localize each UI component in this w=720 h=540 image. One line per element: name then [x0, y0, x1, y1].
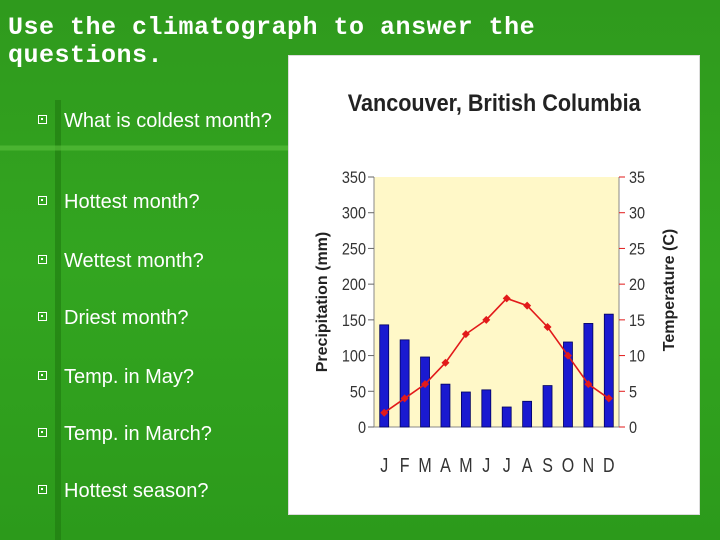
temperature-point	[441, 358, 450, 367]
left-tick-label: 250	[342, 240, 366, 258]
right-axis-label: Temperature (C)	[661, 229, 678, 351]
right-tick-label: 20	[629, 276, 645, 294]
chart-title: Vancouver, British Columbia	[348, 89, 641, 116]
question-item: What is coldest month?	[38, 110, 288, 132]
precipitation-bar	[420, 356, 430, 428]
precipitation-bar	[501, 406, 512, 428]
right-tick-label: 15	[629, 312, 645, 330]
precipitation-bar	[460, 391, 471, 428]
left-tick-label: 200	[342, 276, 366, 294]
month-label: A	[440, 454, 451, 476]
plot-area	[374, 177, 619, 427]
slide-title-line-1: Use the climatograph to answer the	[8, 13, 536, 42]
question-text: Hottest season?	[64, 480, 209, 502]
bullet-icon	[38, 196, 47, 205]
month-label: M	[418, 454, 431, 476]
temperature-point	[563, 351, 572, 360]
slide-title-line-2: questions.	[8, 41, 164, 70]
question-text: Temp. in May?	[64, 366, 195, 388]
month-label: O	[562, 454, 574, 476]
left-axis-ticks: 0 50 100 150 200 250 300 350	[342, 169, 374, 437]
temperature-point	[400, 394, 409, 403]
right-tick-label: 5	[629, 383, 637, 401]
precipitation-bar	[399, 339, 410, 428]
question-text: Wettest month?	[64, 250, 204, 272]
left-tick-label: 350	[342, 169, 366, 187]
right-tick-label: 10	[629, 348, 645, 366]
temperature-point	[421, 380, 430, 389]
month-label: F	[400, 454, 410, 476]
precipitation-bar	[481, 389, 492, 428]
question-item: Hottest month?	[38, 191, 288, 213]
month-label: J	[503, 454, 511, 476]
right-tick-label: 25	[629, 240, 645, 258]
right-tick-label: 30	[629, 205, 645, 223]
precipitation-bar	[522, 400, 533, 428]
right-tick-label: 0	[629, 419, 637, 437]
left-tick-label: 150	[342, 312, 366, 330]
slide-title: Use the climatograph to answer the quest…	[8, 14, 568, 70]
month-label: D	[603, 454, 615, 476]
question-text: Hottest month?	[64, 191, 200, 213]
climatograph-panel: Vancouver, British Columbia Precipitatio…	[288, 55, 700, 515]
left-tick-label: 0	[358, 419, 366, 437]
temperature-point	[461, 330, 470, 339]
month-label: S	[542, 454, 553, 476]
temperature-line	[380, 294, 613, 417]
temperature-point	[584, 380, 593, 389]
left-tick-label: 100	[342, 348, 366, 366]
temperature-point	[502, 294, 511, 303]
question-text: Temp. in March?	[64, 423, 212, 445]
question-item: Wettest month?	[38, 250, 288, 272]
temperature-point	[543, 323, 552, 331]
temperature-polyline	[383, 297, 610, 414]
bullet-icon	[38, 115, 47, 124]
month-label: A	[522, 454, 533, 476]
temperature-point	[523, 301, 532, 310]
precipitation-bar	[603, 313, 614, 428]
precipitation-bar	[563, 341, 573, 428]
month-label: J	[482, 454, 490, 476]
question-text: What is coldest month?	[64, 110, 272, 132]
bullet-icon	[38, 255, 47, 264]
bullet-icon	[38, 312, 47, 321]
month-label: N	[583, 454, 595, 476]
precipitation-bar	[542, 385, 553, 428]
month-label: J	[380, 454, 388, 476]
climatograph-chart: Vancouver, British Columbia Precipitatio…	[314, 89, 678, 476]
left-tick-label: 50	[350, 383, 366, 401]
month-label: M	[459, 454, 472, 476]
temperature-point	[482, 315, 491, 324]
right-tick-label: 35	[629, 169, 645, 187]
bullet-icon	[38, 371, 47, 380]
question-item: Driest month?	[38, 307, 288, 329]
right-axis-ticks: 0 5 10 15 20 25 30 35	[619, 169, 645, 437]
precipitation-bar	[379, 324, 390, 428]
question-text: Driest month?	[64, 307, 189, 329]
question-item: Hottest season?	[38, 480, 288, 502]
bullet-icon	[38, 485, 47, 494]
bullet-icon	[38, 428, 47, 437]
precipitation-bars	[379, 313, 614, 428]
precipitation-bar	[440, 383, 451, 428]
temperature-point	[604, 394, 613, 403]
question-item: Temp. in May?	[38, 366, 288, 388]
precipitation-bar	[583, 323, 594, 428]
temperature-point	[380, 408, 389, 417]
question-item: Temp. in March?	[38, 423, 288, 445]
left-tick-label: 300	[342, 205, 366, 223]
left-axis-label: Precipitation (mm)	[314, 232, 331, 372]
